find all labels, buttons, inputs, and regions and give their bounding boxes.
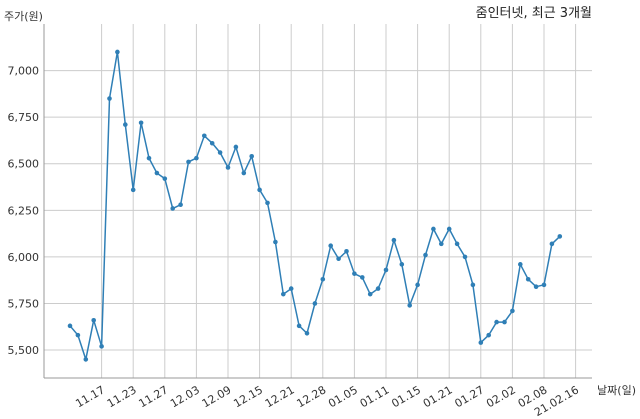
data-point [462, 254, 468, 260]
y-tick-label: 6,000 [8, 251, 40, 264]
x-tick-label: 01.15 [389, 383, 423, 410]
data-point [439, 241, 444, 247]
data-point [336, 256, 341, 262]
x-tick-label: 11.27 [137, 383, 171, 410]
data-point [130, 187, 136, 193]
data-point [146, 155, 152, 161]
data-point [320, 276, 326, 282]
data-point [367, 291, 373, 297]
x-tick-label: 01.27 [453, 383, 487, 410]
data-point [67, 323, 73, 329]
data-point [486, 332, 492, 338]
data-point [541, 282, 547, 288]
data-point [375, 286, 381, 291]
data-point [296, 323, 302, 329]
data-point [107, 96, 112, 101]
data-point [288, 286, 294, 291]
x-tick-label: 12.28 [295, 383, 329, 410]
data-point [415, 282, 420, 288]
data-point [281, 291, 286, 297]
y-tick-labels: 5,500 5,750 6,000 6,250 6,500 6,750 7,000 [8, 65, 40, 357]
data-point [186, 159, 191, 165]
data-point [202, 133, 207, 139]
data-point [304, 330, 310, 336]
data-point [525, 276, 531, 282]
grid [44, 24, 592, 378]
data-point [352, 271, 357, 276]
data-point [217, 150, 223, 155]
x-tick-label: 11.17 [73, 383, 107, 410]
data-point [209, 140, 215, 146]
data-point [360, 275, 365, 280]
data-point [249, 153, 254, 159]
data-point [115, 49, 120, 55]
data-point [446, 226, 452, 232]
data-point [265, 200, 270, 206]
data-point [391, 237, 397, 243]
x-tick-label: 12.15 [231, 383, 265, 410]
data-point [162, 176, 168, 181]
y-tick-label: 6,250 [8, 204, 40, 217]
data-point [273, 239, 278, 245]
x-axis-title: 날짜(일) [597, 383, 636, 397]
data-point [478, 340, 484, 345]
data-point [91, 317, 96, 323]
data-point [470, 282, 476, 288]
data-point [123, 122, 128, 127]
data-point [241, 170, 247, 176]
y-tick-label: 5,750 [8, 297, 40, 310]
data-point [431, 226, 436, 232]
data-point [533, 284, 539, 290]
x-tick-label: 01.21 [421, 383, 455, 410]
price-series-line [69, 51, 561, 363]
y-tick-label: 6,750 [8, 111, 40, 124]
x-tick-labels: 11.1711.2311.2712.0312.0912.1512.2112.28… [73, 383, 581, 419]
data-point [328, 243, 334, 249]
data-point [407, 303, 413, 308]
data-point [549, 241, 555, 247]
x-tick-label: 12.03 [168, 383, 202, 410]
data-point [510, 308, 515, 314]
x-tick-label: 02.02 [484, 383, 518, 410]
x-tick-label: 12.09 [200, 383, 234, 410]
data-point [257, 187, 262, 193]
data-point [138, 120, 144, 126]
x-tick-label: 01.05 [326, 383, 360, 410]
data-point [225, 165, 231, 170]
data-point [75, 332, 81, 338]
axes [43, 24, 592, 379]
x-tick-label: 01.11 [358, 383, 392, 410]
data-point [154, 170, 160, 176]
data-point [344, 249, 349, 254]
data-point [83, 357, 89, 362]
data-point [518, 262, 523, 267]
data-point [423, 252, 428, 258]
data-point [233, 144, 239, 150]
y-tick-label: 5,500 [8, 344, 40, 357]
data-point [178, 202, 183, 208]
y-axis-title: 주가(원) [4, 10, 43, 23]
y-tick-label: 7,000 [8, 65, 40, 78]
chart-title: 줌인터넷, 최근 3개월 [476, 6, 592, 21]
data-point [399, 262, 405, 267]
y-tick-label: 6,500 [8, 158, 40, 171]
data-point [170, 206, 175, 211]
data-point [312, 301, 318, 306]
data-point [502, 319, 507, 325]
data-point [454, 241, 460, 247]
data-point [99, 344, 104, 349]
data-point [383, 267, 389, 273]
data-point [557, 234, 563, 239]
x-tick-label: 11.23 [105, 383, 139, 410]
series-layer [67, 49, 563, 363]
data-point [194, 155, 199, 161]
data-point [494, 319, 499, 325]
x-tick-label: 12.21 [263, 383, 297, 410]
